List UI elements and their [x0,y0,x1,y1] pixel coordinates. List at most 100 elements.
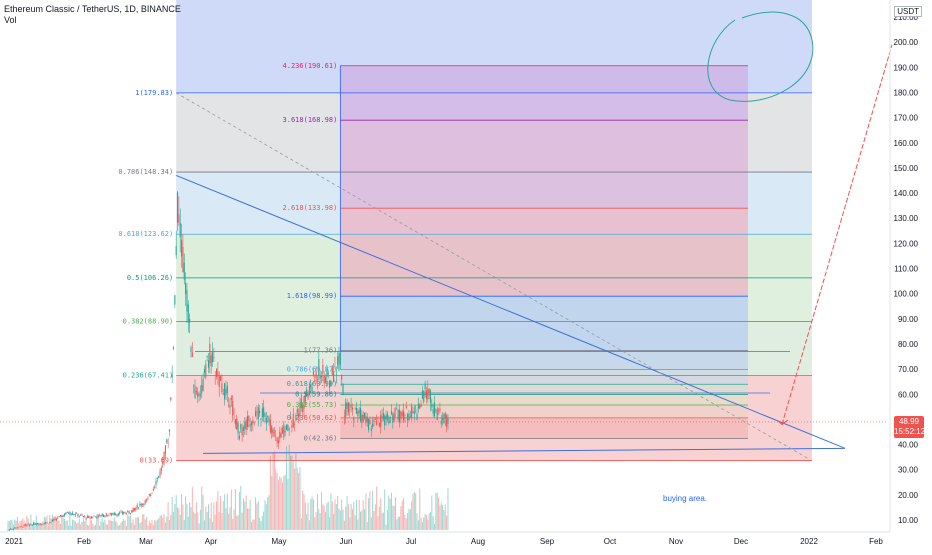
candle-body [374,419,376,420]
candle-body [392,414,394,423]
candle-body [436,408,438,421]
candle-body [81,514,83,516]
candle-body [373,419,375,423]
fib-level-label: 0.618(123.62) [118,230,173,238]
candle-body [27,523,29,525]
candle-body [175,246,177,256]
volume-bar [295,453,297,530]
time-tick-label: Aug [471,537,485,546]
fib-projection-band [340,404,748,418]
candle-body [107,515,109,517]
volume-bar [238,492,240,530]
candle-body [31,524,33,526]
candle-body [201,385,203,394]
volume-bar [66,520,68,530]
volume-bar [190,506,192,530]
price-tick-label: 130.00 [894,214,919,223]
volume-bar [73,520,75,530]
volume-bar [57,520,59,530]
last-price-badge: 48.99 15:52:12 [894,416,926,438]
candle-body [164,445,166,454]
candle-body [135,507,137,511]
candle-body [338,352,340,371]
volume-bar [74,521,76,530]
volume-bar [68,525,70,530]
candle-body [369,419,371,425]
volume-bar [107,524,109,530]
candle-body [419,405,421,409]
volume-bar [203,520,205,530]
volume-bar [267,497,269,530]
volume-bar [64,518,66,530]
candle-body [435,410,437,411]
price-tick-label: 190.00 [894,63,919,72]
fib-projection-band [340,394,748,405]
candle-body [389,417,391,423]
candle-body [220,375,222,381]
quote-currency-badge[interactable]: USDT [894,6,922,17]
volume-bar [16,516,18,530]
fib-projection-label: 0.382(55.73) [287,401,338,409]
volume-bar [325,511,327,530]
time-axis[interactable]: 2021 Feb Mar Apr May Jun Jul Aug Sep Oct Nov Dec 202… [0,531,890,546]
volume-bar [92,523,94,530]
candle-body [85,518,87,519]
volume-bar [139,523,141,530]
volume-bar [386,509,388,530]
volume-indicator-label[interactable]: Vol [4,15,17,25]
volume-bar [163,514,165,530]
candle-body [19,525,21,527]
time-tick-label: Mar [139,537,153,546]
volume-bar [195,502,197,530]
candle-body [394,409,397,411]
candle-body [277,440,279,444]
price-tick-label: 150.00 [894,164,919,173]
candle-body [11,528,13,530]
time-tick-label: Sep [540,537,555,546]
candle-body [368,418,370,430]
volume-bar [125,525,127,530]
candle-body [308,386,310,392]
volume-bar [345,506,347,530]
volume-bar [131,522,133,530]
bar-countdown: 15:52:12 [894,427,926,436]
candles [7,190,449,532]
volume-bar [306,514,308,530]
volume-bar [401,500,403,530]
candle-body [240,424,242,430]
volume-bar [329,517,331,530]
volume-bar [100,521,102,530]
candle-body [358,409,360,414]
candle-body [34,523,36,526]
candle-body [65,512,67,515]
candle-body [335,373,337,375]
volume-bar [439,505,441,530]
candle-body [163,452,165,463]
candle-body [179,222,181,238]
volume-bar [372,490,374,530]
candle-body [96,516,98,518]
volume-bar [294,468,296,530]
volume-bar [207,504,209,530]
price-axis[interactable]: 10.0020.0030.0040.0050.0060.0070.0080.00… [889,0,919,532]
candle-body [168,429,171,432]
volume-bar [260,521,262,530]
volume-bar [288,444,290,530]
volume-bar [70,525,72,530]
candle-body [120,511,122,513]
candle-body [76,512,78,514]
volume-bar [124,520,126,530]
volume-bar [81,521,83,530]
volume-bar [275,468,277,530]
candle-body [302,404,304,412]
candle-body [191,352,193,357]
volume-bar [39,525,41,530]
volume-bar [42,521,44,530]
candle-body [246,416,249,427]
candle-body [116,514,118,516]
candle-body [18,527,20,529]
fib-projection-label: 2.618(133.98) [283,204,338,212]
candle-body [182,246,184,273]
